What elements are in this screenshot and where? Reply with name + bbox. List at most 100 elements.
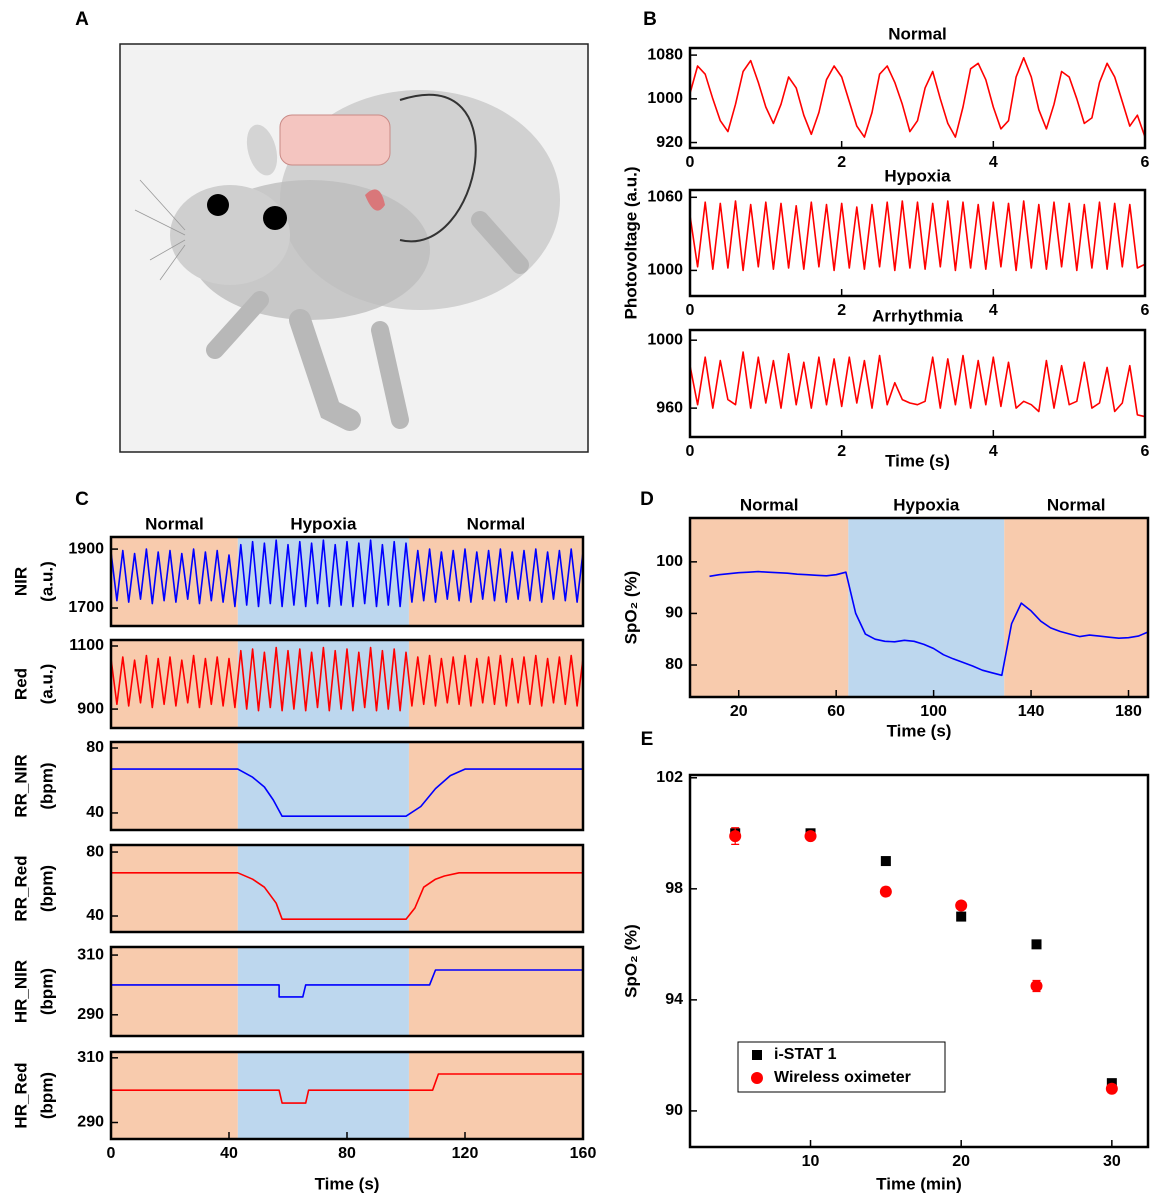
- data-line: [110, 646, 584, 712]
- region: [690, 518, 849, 697]
- y-axis-label: SpO₂ (%): [621, 571, 640, 645]
- region: [408, 640, 583, 728]
- y-tick-label: 310: [77, 1049, 104, 1066]
- y-tick-label: 1000: [647, 90, 683, 107]
- region: [237, 845, 409, 932]
- y-tick-label: 1100: [69, 637, 104, 654]
- region-label: Normal: [740, 495, 799, 514]
- region: [408, 1052, 583, 1139]
- plot-frame: [688, 773, 1150, 1149]
- region: [111, 1052, 238, 1139]
- chart-title: Normal: [888, 24, 947, 43]
- y-axis-label: SpO₂ (%): [621, 924, 640, 998]
- y-tick-label: 1000: [647, 331, 683, 348]
- x-tick-label: 4: [989, 443, 998, 460]
- y-tick-label: 920: [656, 134, 683, 151]
- region: [237, 537, 409, 626]
- legend-marker: [752, 1050, 762, 1060]
- chart-title: Arrhythmia: [872, 306, 963, 325]
- region-label: Normal: [145, 514, 204, 533]
- y-tick-label: 310: [77, 946, 104, 963]
- plot-frame: [688, 188, 1147, 298]
- plot-frame: [109, 843, 585, 934]
- y-axis-label: (a.u.): [37, 664, 56, 705]
- x-tick-label: 30: [1103, 1153, 1121, 1170]
- x-tick-label: 120: [452, 1145, 479, 1162]
- point: [1030, 979, 1043, 992]
- legend-label: i-STAT 1: [774, 1046, 837, 1063]
- x-tick-label: 80: [338, 1145, 356, 1162]
- y-tick-label: 102: [656, 769, 683, 786]
- data-line: [111, 872, 583, 920]
- region: [237, 742, 409, 830]
- y-tick-label: 98: [665, 880, 683, 897]
- y-tick-label: 40: [86, 804, 104, 821]
- y-tick-label: 290: [77, 1006, 104, 1023]
- region: [1004, 518, 1148, 697]
- y-tick-label: 80: [86, 843, 104, 860]
- y-tick-label: 80: [665, 656, 683, 673]
- data-line: [111, 1073, 583, 1104]
- y-axis-label: (bpm): [37, 865, 56, 912]
- region-label: Normal: [1047, 495, 1106, 514]
- y-tick-label: 90: [665, 1102, 683, 1119]
- y-tick-label: 900: [77, 700, 104, 717]
- data-line: [689, 351, 1146, 418]
- legend-marker: [751, 1072, 763, 1084]
- x-tick-label: 60: [827, 703, 845, 720]
- data-line: [709, 570, 1149, 677]
- y-tick-label: 40: [86, 907, 104, 924]
- region: [111, 537, 238, 626]
- panel-label: D: [640, 489, 654, 510]
- x-tick-label: 160: [570, 1145, 597, 1162]
- x-tick-label: 2: [837, 302, 846, 319]
- y-axis-label: (a.u.): [37, 561, 56, 602]
- x-tick-label: 10: [802, 1153, 820, 1170]
- y-tick-label: 1000: [647, 262, 683, 279]
- plot-frame: [109, 638, 585, 730]
- x-tick-label: 4: [989, 302, 998, 319]
- legend-label: Wireless oximeter: [774, 1069, 911, 1086]
- region-label: Normal: [467, 514, 526, 533]
- x-tick-label: 180: [1115, 703, 1142, 720]
- x-tick-label: 6: [1141, 302, 1150, 319]
- point: [880, 856, 891, 867]
- y-axis-label: HR_NIR: [11, 960, 30, 1023]
- panel-label: B: [643, 9, 657, 30]
- y-axis-label: (bpm): [37, 968, 56, 1015]
- plot-frame: [109, 535, 585, 628]
- panel-label: C: [75, 489, 89, 510]
- data-line: [689, 57, 1146, 138]
- y-tick-label: 1060: [647, 189, 683, 206]
- plot-frame: [688, 328, 1147, 439]
- y-axis-label: RR_Red: [11, 855, 30, 921]
- y-tick-label: 1700: [68, 599, 104, 616]
- region: [237, 1052, 409, 1139]
- chart-title: Hypoxia: [884, 166, 951, 185]
- plot-frame: [109, 1050, 585, 1141]
- x-axis-label: Time (s): [885, 451, 950, 470]
- plot-frame: [109, 945, 585, 1038]
- x-tick-label: 6: [1141, 154, 1150, 171]
- point: [879, 885, 892, 898]
- y-tick-label: 100: [656, 553, 683, 570]
- x-tick-label: 2: [837, 154, 846, 171]
- plot-frame: [688, 46, 1147, 150]
- y-axis-label: NIR: [11, 567, 30, 596]
- region: [111, 742, 238, 830]
- y-axis-label: (bpm): [37, 762, 56, 809]
- panel-label: E: [641, 729, 654, 750]
- y-axis-label: Red: [11, 668, 30, 700]
- region: [111, 640, 238, 728]
- x-axis-label: Time (s): [315, 1174, 380, 1193]
- y-tick-label: 1080: [647, 46, 683, 63]
- y-tick-label: 90: [665, 605, 683, 622]
- panel-label: A: [75, 9, 89, 30]
- x-tick-label: 0: [686, 302, 695, 319]
- region: [111, 947, 238, 1036]
- x-axis-label: Time (min): [876, 1174, 962, 1193]
- region: [408, 845, 583, 932]
- y-axis-label: (bpm): [37, 1072, 56, 1119]
- y-axis-label: Photovoltage (a.u.): [621, 167, 640, 320]
